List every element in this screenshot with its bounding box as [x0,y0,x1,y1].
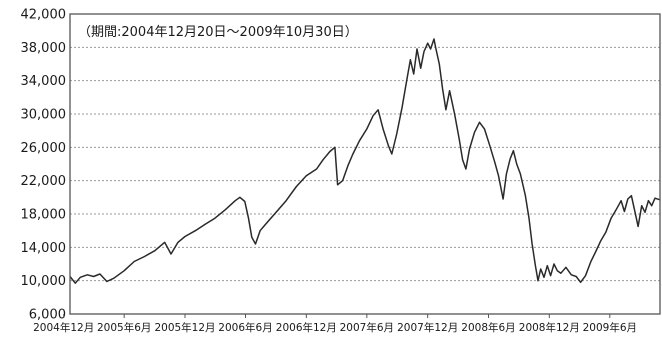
x-tick-label: 2005年6月 [97,321,151,334]
y-tick-label: 14,000 [21,241,67,256]
period-annotation: （期間:2004年12月20日～2009年10月30日） [78,25,358,40]
y-tick-label: 30,000 [21,108,67,123]
x-axis-ticks: 2004年12月 2005年6月 2005年12月 2006年6月 2006年12月 20… [33,314,637,334]
series-line [69,38,661,284]
x-tick-label: 2004年12月 [33,321,94,334]
y-tick-label: 18,000 [21,208,67,223]
x-tick-label: 2008年6月 [461,321,515,334]
y-tick-label: 38,000 [21,41,67,56]
x-tick-label: 2007年6月 [340,321,394,334]
x-tick-label: 2005年12月 [154,321,215,334]
plot-frame [69,13,661,315]
y-tick-label: 6,000 [29,308,66,323]
y-tick-label: 22,000 [21,174,67,189]
y-tick-label: 10,000 [21,274,67,289]
y-tick-label: 34,000 [21,74,67,89]
y-tick-label: 42,000 [21,8,67,23]
y-tick-label: 26,000 [21,141,67,156]
x-tick-label: 2008年12月 [519,321,580,334]
x-tick-label: 2007年12月 [397,321,458,334]
grid-lines [70,46,660,282]
y-axis-ticks: 6,000 10,000 14,000 18,000 22,000 26,000 30,00… [21,8,67,323]
x-tick-label: 2006年12月 [276,321,337,334]
x-tick-label: 2006年6月 [218,321,272,334]
x-tick-label: 2009年6月 [583,321,637,334]
